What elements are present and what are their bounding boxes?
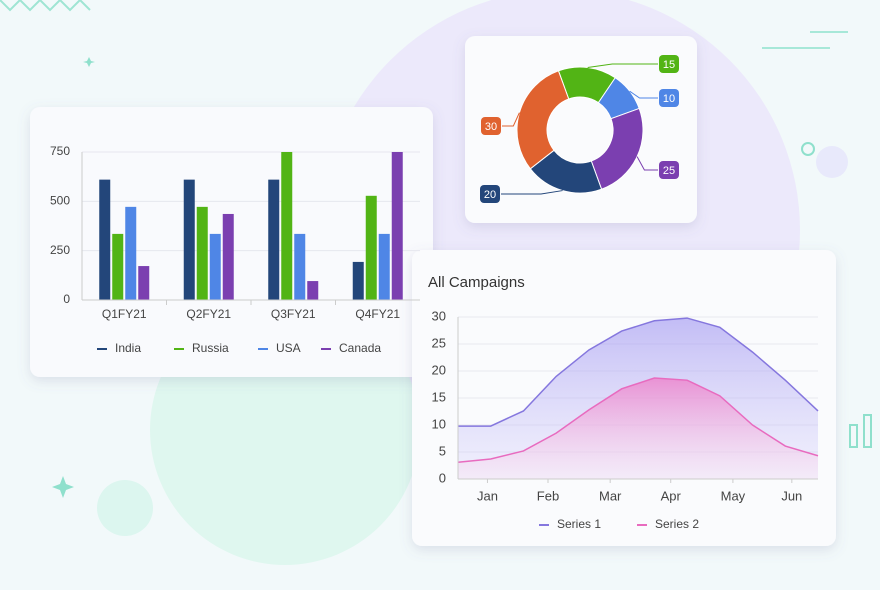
y-tick-label: 5 xyxy=(439,443,446,458)
chart-title: All Campaigns xyxy=(428,274,525,291)
leader-line xyxy=(629,90,658,99)
x-tick-label: Q2FY21 xyxy=(186,307,231,321)
x-tick-label: Feb xyxy=(537,488,559,503)
bar xyxy=(307,281,319,300)
bar xyxy=(268,179,280,300)
legend-label: Series 1 xyxy=(557,517,601,531)
y-tick-label: 750 xyxy=(50,144,70,158)
x-tick-label: Q4FY21 xyxy=(355,307,400,321)
bar xyxy=(125,206,137,300)
bar xyxy=(352,261,364,300)
data-label: 10 xyxy=(663,93,675,105)
bar xyxy=(365,195,377,300)
bar xyxy=(183,179,195,300)
y-tick-label: 500 xyxy=(50,194,70,208)
data-label: 25 xyxy=(663,165,675,177)
x-tick-label: Jan xyxy=(477,488,498,503)
x-tick-label: Apr xyxy=(661,488,682,503)
series-line xyxy=(457,377,819,464)
y-tick-label: 15 xyxy=(432,389,446,404)
x-tick-label: Jun xyxy=(781,488,802,503)
y-tick-label: 250 xyxy=(50,243,70,257)
leader-line xyxy=(636,156,658,171)
leader-line xyxy=(501,190,563,195)
label-badge xyxy=(480,185,500,203)
leader-line xyxy=(502,112,520,127)
label-badge xyxy=(659,161,679,179)
bar xyxy=(378,233,390,300)
legend-label: Canada xyxy=(339,341,381,355)
label-badge xyxy=(659,89,679,107)
donut-slice xyxy=(516,70,570,170)
donut-card xyxy=(465,36,697,223)
bar xyxy=(391,152,403,300)
bar xyxy=(112,233,124,300)
y-tick-label: 10 xyxy=(432,416,446,431)
series-line xyxy=(458,317,819,427)
legend-label: USA xyxy=(276,341,301,355)
bar xyxy=(138,266,150,300)
y-tick-label: 20 xyxy=(432,362,446,377)
legend-label: Series 2 xyxy=(655,517,699,531)
bar xyxy=(222,213,234,300)
bar xyxy=(294,233,306,300)
y-tick-label: 30 xyxy=(432,308,446,323)
legend-label: Russia xyxy=(192,341,229,355)
label-badge xyxy=(659,55,679,73)
label-badge xyxy=(481,117,501,135)
bar xyxy=(209,233,221,300)
legend-label: India xyxy=(115,341,141,355)
x-tick-label: Mar xyxy=(599,488,622,503)
y-tick-label: 0 xyxy=(63,292,70,306)
y-tick-label: 25 xyxy=(432,335,446,350)
data-label: 20 xyxy=(484,189,496,201)
y-tick-label: 0 xyxy=(439,470,446,485)
data-label: 30 xyxy=(485,121,497,133)
bar xyxy=(99,179,111,300)
x-tick-label: Q3FY21 xyxy=(271,307,316,321)
data-label: 15 xyxy=(663,59,675,71)
x-tick-label: Q1FY21 xyxy=(102,307,147,321)
leader-line xyxy=(587,63,658,68)
x-tick-label: May xyxy=(721,488,746,503)
bar xyxy=(196,206,208,300)
bar xyxy=(281,152,293,300)
